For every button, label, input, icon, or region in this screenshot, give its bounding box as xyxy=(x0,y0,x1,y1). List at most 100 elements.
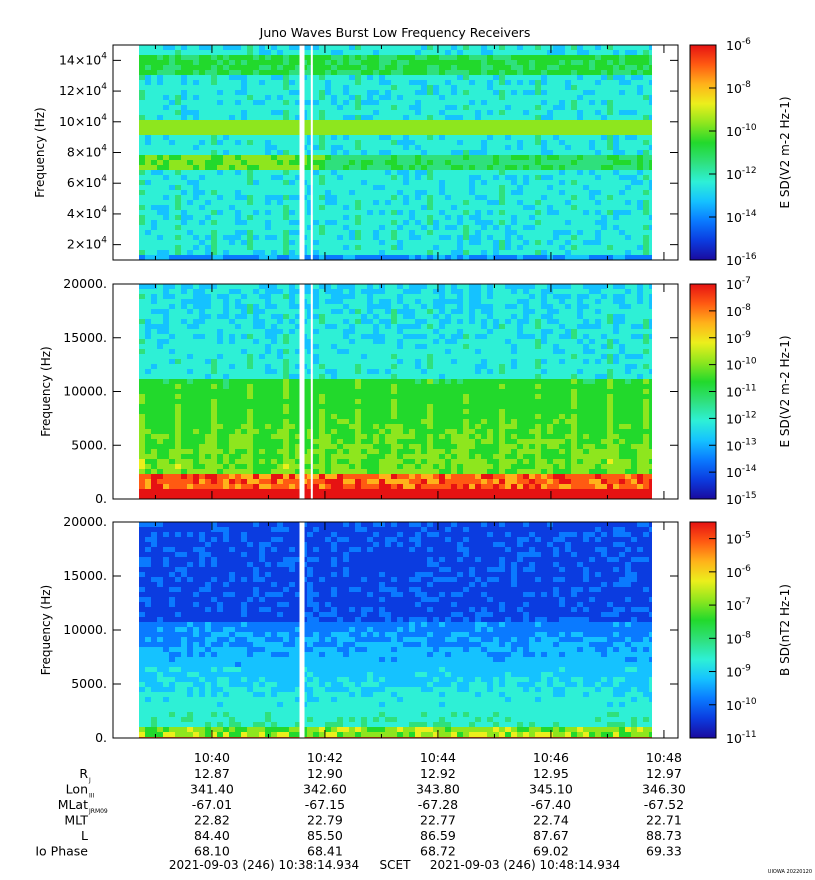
colorbar-tick-label: 10-11 xyxy=(726,730,757,746)
spectrogram-image xyxy=(139,284,652,499)
colorbar-tick-label: 10-10 xyxy=(726,697,757,713)
y-tick-label: 0. xyxy=(95,730,107,745)
data-gap xyxy=(310,284,313,499)
ephemeris-value: 68.10 xyxy=(194,844,230,859)
ephemeris-row-label: L xyxy=(81,828,88,843)
colorbar-tick-label: 10-8 xyxy=(726,303,751,319)
ephemeris-row-label: MLT xyxy=(64,813,88,828)
y-axis-label: Frequency (Hz) xyxy=(39,346,53,437)
ephemeris-value: 12.90 xyxy=(307,766,343,781)
ephemeris-value: 88.73 xyxy=(646,828,682,843)
colorbar-tick-label: 10-8 xyxy=(726,630,751,646)
ephemeris-value: 69.33 xyxy=(646,844,682,859)
ephemeris-value: 85.50 xyxy=(307,828,343,843)
spectrogram-panel-middle: 0. 5000. 10000. 15000. 20000. Frequency (Hz) 1… xyxy=(39,276,792,507)
chart-title: Juno Waves Burst Low Frequency Receivers xyxy=(259,25,531,40)
colorbar-tick-label: 10-6 xyxy=(726,37,751,53)
colorbar-tick-label: 10-13 xyxy=(726,437,757,453)
colorbar-tick-label: 10-9 xyxy=(726,664,751,680)
ephemeris-value: 87.67 xyxy=(533,828,569,843)
colorbar: 10-5 10-6 10-7 10-8 10-9 10-10 10-11 B SD(nT2 H… xyxy=(689,521,792,746)
spectrogram-image xyxy=(139,522,652,738)
spectrogram-image xyxy=(139,45,652,260)
colorbar-label: B SD(nT2 Hz-1) xyxy=(778,584,792,676)
colorbar-tick-label: 10-15 xyxy=(726,491,757,507)
y-tick-label: 15000. xyxy=(63,568,107,583)
colorbar-tick-label: 10-14 xyxy=(726,209,757,225)
ephemeris-row-label: R xyxy=(79,766,88,781)
panels: 2×104 4×104 6×104 8×104 10×104 12×104 14×104 Fr… xyxy=(33,37,792,746)
ephemeris-value: 22.79 xyxy=(307,813,343,828)
colorbar-tick-label: 10-16 xyxy=(726,252,757,268)
colorbar-tick-label: 10-12 xyxy=(726,166,757,182)
ephemeris-value: -67.52 xyxy=(644,797,684,812)
ephemeris-value: -67.28 xyxy=(418,797,458,812)
time-axis: 10:40 10:42 10:44 10:46 10:48 xyxy=(194,750,682,765)
x-tick-label: 10:42 xyxy=(307,750,343,765)
ephemeris-value: -67.15 xyxy=(305,797,345,812)
y-axis-label: Frequency (Hz) xyxy=(39,585,53,676)
x-tick-label: 10:44 xyxy=(420,750,456,765)
y-tick-label: 5000. xyxy=(71,676,107,691)
y-tick-label: 20000. xyxy=(63,276,107,291)
ephemeris-value: 12.95 xyxy=(533,766,569,781)
colorbar-tick-label: 10-9 xyxy=(726,330,751,346)
ephemeris-value: 86.59 xyxy=(420,828,456,843)
credit-label: UIOWA 20220120 xyxy=(768,869,812,875)
data-gap xyxy=(310,45,313,260)
colorbar-tick-label: 10-10 xyxy=(726,123,757,139)
colorbar-tick-label: 10-11 xyxy=(726,384,757,400)
colorbar-label: E SD(V2 m-2 Hz-1) xyxy=(778,335,792,447)
data-gap xyxy=(299,284,305,499)
ephemeris-value: 12.97 xyxy=(646,766,682,781)
y-tick-label: 15000. xyxy=(63,330,107,345)
colorbar: 10-7 10-8 10-9 10-10 10-11 10-12 10-13 10-14 10-… xyxy=(689,276,792,507)
ephemeris-value: -67.40 xyxy=(531,797,571,812)
ephemeris-row-subscript: J xyxy=(88,777,91,784)
footer-start-time: 2021-09-03 (246) 10:38:14.934 xyxy=(169,858,359,872)
ephemeris-value: 12.92 xyxy=(420,766,456,781)
y-tick-label: 5000. xyxy=(71,437,107,452)
ephemeris-value: 341.40 xyxy=(190,782,234,797)
colorbar-tick-label: 10-10 xyxy=(726,357,757,373)
data-gap xyxy=(299,45,305,260)
ephemeris-row-subscript: III xyxy=(89,793,95,800)
ephemeris-value: 68.41 xyxy=(307,844,343,859)
y-tick-label: 10000. xyxy=(63,622,107,637)
x-tick-label: 10:46 xyxy=(533,750,569,765)
y-tick-label: 2×104 xyxy=(67,236,107,252)
colorbar: 10-6 10-8 10-10 10-12 10-14 10-16 E SD(V2 m-2 … xyxy=(689,37,792,268)
ephemeris-row-label: Io Phase xyxy=(35,844,88,859)
ephemeris-value: 69.02 xyxy=(533,844,569,859)
ephemeris-value: 22.82 xyxy=(194,813,230,828)
y-tick-label: 4×104 xyxy=(67,205,107,221)
y-axis: 2×104 4×104 6×104 8×104 10×104 12×104 14×104 xyxy=(59,51,678,252)
ephemeris-value: 345.10 xyxy=(529,782,573,797)
colorbar-tick-label: 10-12 xyxy=(726,410,757,426)
colorbar-tick-label: 10-8 xyxy=(726,80,751,96)
y-tick-label: 6×104 xyxy=(67,174,107,190)
ephemeris-value: 12.87 xyxy=(194,766,230,781)
ephemeris-value: 346.30 xyxy=(642,782,686,797)
y-tick-label: 12×104 xyxy=(59,82,107,98)
y-tick-label: 20000. xyxy=(63,514,107,529)
y-tick-label: 10000. xyxy=(63,384,107,399)
y-tick-label: 8×104 xyxy=(67,144,107,160)
ephemeris-row-label: Lon xyxy=(66,782,88,797)
colorbar-tick-label: 10-6 xyxy=(726,564,751,580)
y-axis: 0. 5000. 10000. 15000. 20000. xyxy=(63,276,678,506)
footer-scet-label: SCET xyxy=(380,858,412,872)
ephemeris-value: 68.72 xyxy=(420,844,456,859)
spectrogram-panel-bottom: 0. 5000. 10000. 15000. 20000. Frequency (Hz) 1… xyxy=(39,514,792,746)
ephemeris-value: -67.01 xyxy=(192,797,232,812)
x-tick-label: 10:48 xyxy=(646,750,682,765)
ephemeris-value: 84.40 xyxy=(194,828,230,843)
y-tick-label: 0. xyxy=(95,491,107,506)
ephemeris-value: 343.80 xyxy=(416,782,460,797)
spectrogram-panel-top: 2×104 4×104 6×104 8×104 10×104 12×104 14×104 Fr… xyxy=(33,37,792,268)
ephemeris-table: R J 12.87 12.90 12.92 12.95 12.97 Lon III 341.40 3… xyxy=(35,766,685,859)
y-tick-label: 14×104 xyxy=(59,51,107,67)
colorbar-tick-label: 10-14 xyxy=(726,464,757,480)
colorbar-tick-label: 10-7 xyxy=(726,276,751,292)
